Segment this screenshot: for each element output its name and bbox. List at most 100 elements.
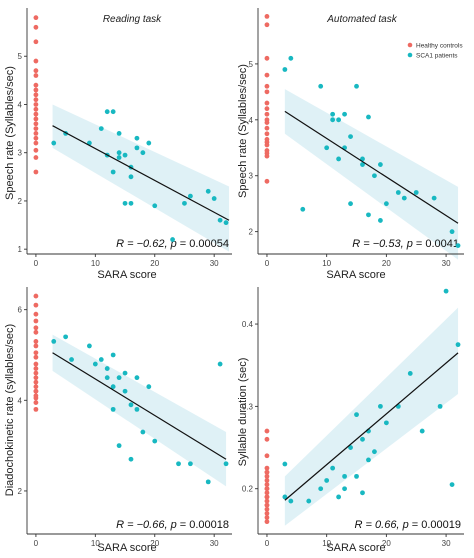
y-tick-label: 0.2 xyxy=(242,485,254,494)
sca1-patient-point xyxy=(217,361,223,367)
sca1-patient-point xyxy=(449,482,455,487)
confidence-band xyxy=(52,104,230,252)
healthy-control-point xyxy=(264,473,270,479)
sca1-patient-point xyxy=(318,486,324,492)
sca1-patient-point xyxy=(69,357,74,362)
sca1-patient-point xyxy=(330,117,336,123)
sca1-patient-point xyxy=(455,243,461,249)
healthy-control-point xyxy=(33,395,39,401)
sca1-patient-point xyxy=(104,109,110,115)
y-tick-label: 3 xyxy=(18,149,23,158)
x-tick-label: 10 xyxy=(91,539,100,548)
sca1-patient-point xyxy=(205,188,211,194)
sca1-patient-point xyxy=(110,352,116,358)
healthy-control-point xyxy=(33,121,39,127)
healthy-control-point xyxy=(33,293,39,299)
healthy-control-point xyxy=(33,58,39,64)
healthy-control-point xyxy=(264,465,270,471)
sca1-patient-point xyxy=(223,220,229,226)
healthy-control-point xyxy=(33,140,39,146)
sca1-patient-point xyxy=(122,370,128,376)
sca1-patient-point xyxy=(176,461,181,467)
sca1-patient-point xyxy=(116,375,122,381)
healthy-control-point xyxy=(33,155,39,160)
sca1-patient-point xyxy=(110,384,116,390)
healthy-control-point xyxy=(33,361,39,367)
sca1-patient-point xyxy=(443,288,449,294)
x-tick-label: 30 xyxy=(210,539,219,548)
healthy-control-point xyxy=(33,135,39,141)
sca1-patient-point xyxy=(146,140,152,146)
sca1-patient-point xyxy=(188,461,193,467)
y-tick-label: 4 xyxy=(18,100,23,109)
sca1-patient-point xyxy=(282,67,288,72)
panel-title: Automated task xyxy=(326,14,397,25)
sca1-patient-point xyxy=(348,445,353,450)
healthy-control-point xyxy=(33,384,39,390)
sca1-patient-point xyxy=(336,156,342,162)
healthy-control-point xyxy=(264,142,270,148)
sca1-patient-point xyxy=(401,195,407,201)
stat-r: R = 0.66, xyxy=(355,519,403,531)
x-tick-label: 0 xyxy=(265,539,270,548)
healthy-control-point xyxy=(33,343,39,349)
x-tick-label: 20 xyxy=(382,259,391,268)
sca1-patient-point xyxy=(360,490,365,496)
sca1-patient-point xyxy=(413,190,419,195)
sca1-patient-point xyxy=(366,457,371,463)
healthy-control-point xyxy=(264,506,270,512)
healthy-control-point xyxy=(264,13,270,19)
stat-value: = 0.0041 xyxy=(413,238,459,250)
healthy-control-point xyxy=(264,519,270,525)
x-tick-label: 0 xyxy=(265,259,270,268)
panel-title: Reading task xyxy=(103,14,162,25)
x-tick-label: 30 xyxy=(442,539,451,548)
sca1-patient-point xyxy=(51,338,57,344)
y-tick-label: 4 xyxy=(18,396,23,405)
sca1-patient-point xyxy=(98,357,104,362)
sca1-patient-point xyxy=(205,479,211,485)
sca1-patient-point xyxy=(128,402,134,408)
legend-label-healthy: Healthy controls xyxy=(416,43,463,50)
sca1-patient-point xyxy=(104,366,110,371)
sca1-patient-point xyxy=(378,218,383,223)
sca1-patient-point xyxy=(383,420,389,426)
confidence-band xyxy=(284,89,459,260)
x-tick-label: 30 xyxy=(210,259,219,268)
sca1-patient-point xyxy=(146,384,152,390)
sca1-patient-point xyxy=(342,111,347,117)
healthy-control-point xyxy=(264,502,270,508)
healthy-control-point xyxy=(264,490,270,496)
confidence-band xyxy=(284,307,459,526)
healthy-control-point xyxy=(264,515,270,520)
sca1-patient-point xyxy=(104,375,110,381)
x-tick-label: 20 xyxy=(150,259,159,268)
healthy-control-point xyxy=(33,82,39,88)
healthy-control-point xyxy=(33,87,39,93)
x-tick-label: 30 xyxy=(442,259,451,268)
sca1-patient-point xyxy=(122,152,128,158)
healthy-control-point xyxy=(264,153,270,159)
healthy-control-point xyxy=(33,116,39,122)
sca1-patient-point xyxy=(63,334,69,340)
stat-r: R = −0.66, xyxy=(116,519,170,531)
y-tick-label: 6 xyxy=(18,306,23,315)
x-tick-label: 0 xyxy=(34,259,39,268)
sca1-patient-point xyxy=(330,465,336,471)
sca1-patient-point xyxy=(372,173,377,179)
sca1-patient-point xyxy=(211,196,217,201)
sca1-patient-point xyxy=(288,55,294,61)
healthy-control-point xyxy=(33,406,39,412)
healthy-control-point xyxy=(33,350,39,356)
stat-annotation: R = −0.62, p = 0.00054 xyxy=(116,238,229,250)
x-tick-label: 20 xyxy=(150,539,159,548)
sca1-patient-point xyxy=(152,438,158,444)
sca1-patient-point xyxy=(182,200,187,206)
x-axis-label: SARA score xyxy=(326,269,385,281)
healthy-control-point xyxy=(264,494,270,500)
healthy-control-point xyxy=(264,131,270,137)
sca1-patient-point xyxy=(324,145,330,151)
sca1-patient-point xyxy=(128,456,134,462)
sca1-patient-point xyxy=(152,203,158,209)
legend-label-sca1: SCA1 patients xyxy=(416,53,458,60)
